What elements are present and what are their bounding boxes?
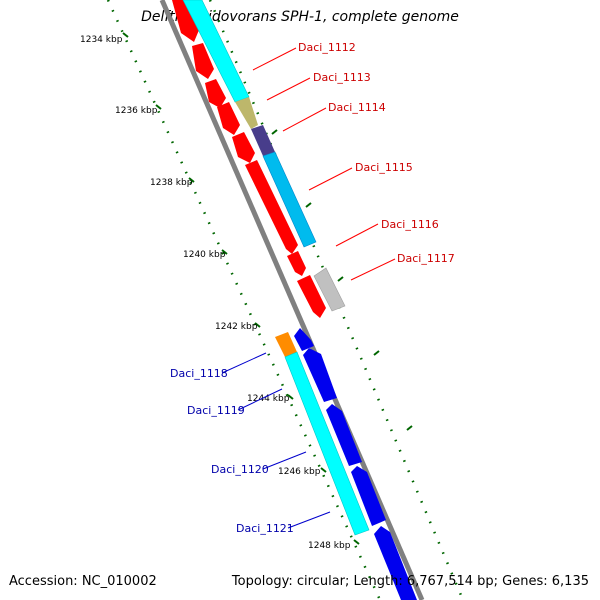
cds-feature[interactable] — [351, 466, 386, 526]
cds-feature[interactable] — [192, 43, 214, 79]
gene-label-daci-1112[interactable]: Daci_1112 — [298, 41, 356, 54]
cds-feature[interactable] — [326, 404, 362, 466]
ruler-label: 1248 kbp — [308, 541, 351, 551]
accession-text: Accession: NC_010002 — [9, 574, 157, 589]
ruler-label: 1240 kbp — [183, 250, 226, 260]
map-title: Delftia acidovorans SPH-1, complete geno… — [141, 9, 459, 25]
cds-feature[interactable] — [297, 275, 326, 318]
forward-cds-track — [172, 0, 326, 318]
cds-feature[interactable] — [287, 251, 306, 276]
purple-feature[interactable] — [251, 125, 275, 156]
ruler-ticks — [122, 32, 413, 545]
gene-label-daci-1115[interactable]: Daci_1115 — [355, 161, 413, 174]
gene-label-daci-1120[interactable]: Daci_1120 — [211, 463, 269, 476]
ruler-label: 1236 kbp — [115, 106, 158, 116]
cyan-feature[interactable] — [284, 351, 370, 536]
ruler-label: 1244 kbp — [247, 394, 290, 404]
ruler-label: 1246 kbp — [278, 467, 321, 477]
cds-feature[interactable] — [294, 328, 314, 351]
cds-feature[interactable] — [172, 0, 199, 42]
ruler-label: 1238 kbp — [150, 178, 193, 188]
cds-feature[interactable] — [374, 526, 417, 600]
cds-feature[interactable] — [245, 160, 298, 254]
light-blue-feature[interactable] — [262, 151, 317, 248]
cds-feature[interactable] — [232, 132, 255, 163]
orange-feature[interactable] — [275, 332, 297, 357]
reverse-cds-track — [294, 328, 417, 600]
gene-label-daci-1121[interactable]: Daci_1121 — [236, 522, 294, 535]
cds-feature[interactable] — [303, 348, 337, 402]
gene-label-daci-1116[interactable]: Daci_1116 — [381, 218, 439, 231]
gene-label-daci-1114[interactable]: Daci_1114 — [328, 101, 386, 114]
genome-summary-text: Topology: circular; Length: 6,767,514 bp… — [231, 574, 589, 589]
gene-label-daci-1117[interactable]: Daci_1117 — [397, 252, 455, 265]
ruler-label: 1234 kbp — [80, 35, 123, 45]
reverse-labels — [221, 352, 331, 529]
forward-labels — [252, 47, 396, 281]
ruler-label: 1242 kbp — [215, 322, 258, 332]
genome-backbone — [159, 0, 425, 600]
khaki-feature[interactable] — [235, 97, 258, 129]
gene-label-daci-1118[interactable]: Daci_1118 — [170, 367, 228, 380]
gene-label-daci-1119[interactable]: Daci_1119 — [187, 404, 245, 417]
grey-feature[interactable] — [313, 267, 346, 312]
gene-label-daci-1113[interactable]: Daci_1113 — [313, 71, 371, 84]
cds-feature[interactable] — [217, 102, 240, 135]
cds-feature[interactable] — [205, 79, 226, 108]
